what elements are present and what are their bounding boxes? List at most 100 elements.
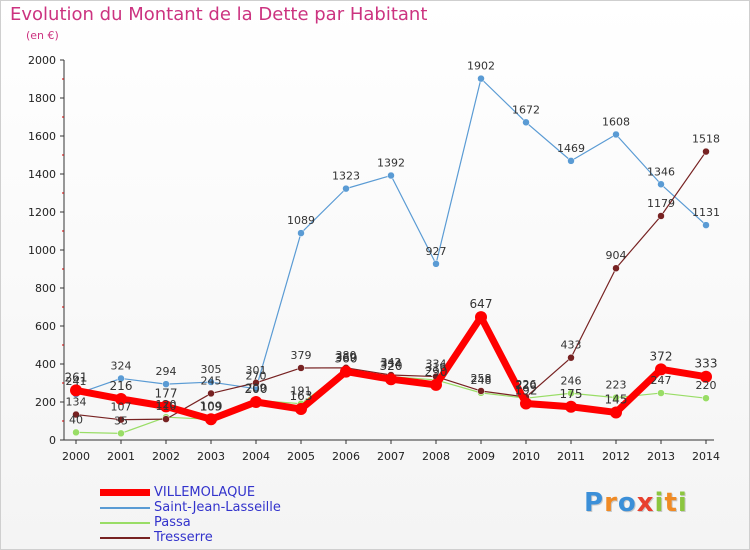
data-label: 342 xyxy=(381,356,402,369)
data-point xyxy=(72,428,80,437)
data-label: 360 xyxy=(335,352,358,366)
data-label: 163 xyxy=(290,389,313,403)
legend-label: Passa xyxy=(154,515,191,530)
data-point xyxy=(342,184,350,193)
data-label: 270 xyxy=(246,370,267,383)
data-label: 1469 xyxy=(557,142,585,155)
data-label: 1608 xyxy=(602,115,630,128)
data-label: 177 xyxy=(155,386,178,400)
y-tick-label: 200 xyxy=(35,396,56,409)
data-point xyxy=(117,374,125,383)
data-point xyxy=(115,392,127,405)
data-label: 320 xyxy=(380,359,403,373)
data-point xyxy=(250,396,262,408)
data-label: 1131 xyxy=(692,206,720,219)
legend-label: Tresserre xyxy=(154,530,213,545)
data-point xyxy=(520,397,532,410)
data-label: 301 xyxy=(246,364,267,377)
data-label: 258 xyxy=(471,372,492,385)
y-tick-label: 1400 xyxy=(28,168,56,181)
data-label: 247 xyxy=(651,374,672,387)
data-label: 433 xyxy=(561,339,582,352)
legend-item: Passa xyxy=(100,515,281,530)
legend-swatch xyxy=(100,489,150,496)
x-tick-label: 2010 xyxy=(512,450,540,463)
data-label: 334 xyxy=(426,358,447,371)
x-tick-label: 2003 xyxy=(197,450,225,463)
legend-label: Saint-Jean-Lasseille xyxy=(154,500,281,515)
data-label: 145 xyxy=(605,392,628,406)
data-point xyxy=(387,171,395,180)
legend-swatch xyxy=(100,506,150,509)
x-tick-label: 2012 xyxy=(602,450,630,463)
data-label: 245 xyxy=(201,374,222,387)
data-point xyxy=(207,378,215,386)
data-label: 379 xyxy=(291,349,312,362)
data-point xyxy=(612,393,620,402)
data-label: 191 xyxy=(291,385,312,398)
data-label: 209 xyxy=(246,381,267,394)
data-label: 220 xyxy=(696,379,717,392)
data-point xyxy=(567,389,575,398)
legend-swatch xyxy=(100,536,150,539)
data-point xyxy=(70,384,82,397)
data-label: 290 xyxy=(425,365,448,379)
data-label: 220 xyxy=(516,379,537,392)
proxiti-logo: Proxiti xyxy=(584,488,688,518)
data-point xyxy=(162,415,170,423)
x-tick-label: 2014 xyxy=(692,450,720,463)
data-label: 334 xyxy=(381,358,402,371)
x-tick-label: 2005 xyxy=(287,450,315,463)
data-point xyxy=(297,364,305,372)
data-label: 1392 xyxy=(377,157,405,170)
data-label: 120 xyxy=(156,398,177,411)
data-label: 261 xyxy=(65,370,88,384)
data-point xyxy=(207,389,215,398)
data-label: 35 xyxy=(114,414,128,427)
x-tick-label: 2002 xyxy=(152,450,180,463)
data-label: 1518 xyxy=(692,133,720,146)
data-label: 1323 xyxy=(332,170,360,183)
data-label: 107 xyxy=(111,401,132,414)
data-point xyxy=(117,429,125,438)
data-label: 1346 xyxy=(647,165,675,178)
data-label: 305 xyxy=(201,363,222,376)
data-label: 134 xyxy=(66,396,87,409)
legend-item: VILLEMOLAQUE xyxy=(100,485,281,500)
data-label: 200 xyxy=(245,382,268,396)
x-tick-label: 2013 xyxy=(647,450,675,463)
data-point xyxy=(612,264,620,272)
chart-subtitle: (en €) xyxy=(26,29,59,42)
legend-item: Tresserre xyxy=(100,530,281,545)
data-label: 246 xyxy=(561,374,582,387)
data-label: 333 xyxy=(695,357,718,371)
y-tick-label: 1200 xyxy=(28,206,56,219)
data-point xyxy=(117,415,125,424)
legend: VILLEMOLAQUE Saint-Jean-Lasseille Passa Tre… xyxy=(100,485,281,545)
data-point xyxy=(567,157,575,165)
data-point xyxy=(477,387,485,395)
chart-title: Evolution du Montant de la Dette par Hab… xyxy=(10,4,428,25)
data-point xyxy=(657,180,665,189)
data-label: 380 xyxy=(336,349,357,362)
x-tick-label: 2000 xyxy=(62,450,90,463)
data-label: 1089 xyxy=(287,214,315,227)
data-point xyxy=(475,311,487,324)
data-point xyxy=(72,410,80,419)
data-label: 241 xyxy=(66,375,87,388)
y-tick-label: 800 xyxy=(35,282,56,295)
data-point xyxy=(612,130,620,139)
x-tick-label: 2009 xyxy=(467,450,495,463)
y-tick-label: 0 xyxy=(49,434,56,447)
data-label: 1672 xyxy=(512,103,540,116)
data-point xyxy=(702,147,710,156)
x-tick-label: 2006 xyxy=(332,450,360,463)
data-point xyxy=(610,406,622,419)
data-point xyxy=(657,212,665,220)
data-point xyxy=(430,378,442,391)
data-point xyxy=(477,74,485,83)
data-point xyxy=(162,380,170,388)
y-tick-label: 1000 xyxy=(28,244,56,257)
data-point xyxy=(657,389,665,397)
data-label: 192 xyxy=(515,384,538,398)
